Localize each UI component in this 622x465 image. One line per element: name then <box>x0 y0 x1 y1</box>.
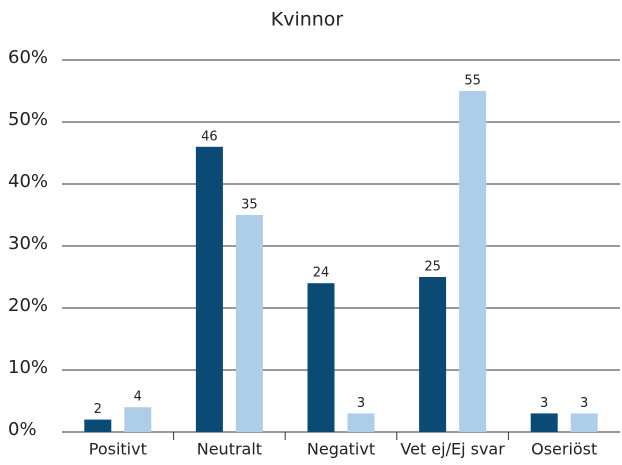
data-label: 35 <box>241 198 258 213</box>
data-label: 2 <box>94 402 102 417</box>
data-label: 3 <box>540 396 548 411</box>
y-tick-label: 50% <box>8 109 48 130</box>
data-label: 25 <box>424 260 441 275</box>
x-tick-label: Oseriöst <box>531 440 597 459</box>
bar <box>570 413 598 432</box>
x-tick-label: Positivt <box>89 440 147 459</box>
data-label: 24 <box>313 266 330 281</box>
bar <box>347 413 375 432</box>
bar <box>124 407 152 432</box>
chart-title: Kvinnor <box>271 9 344 31</box>
bar <box>195 146 223 433</box>
bar <box>307 283 335 432</box>
x-tick-label: Neutralt <box>197 440 262 459</box>
data-label: 3 <box>357 396 365 411</box>
bar <box>84 419 112 432</box>
data-label: 4 <box>134 390 142 405</box>
data-label: 55 <box>464 74 481 89</box>
x-tick-label: Negativt <box>307 440 375 459</box>
y-tick-label: 10% <box>8 357 48 378</box>
bar <box>530 413 558 432</box>
y-tick-label: 40% <box>8 171 48 192</box>
data-label: 3 <box>580 396 588 411</box>
y-tick-label: 30% <box>8 233 48 254</box>
y-tick-label: 20% <box>8 295 48 316</box>
bar <box>419 277 447 432</box>
y-tick-label: 60% <box>8 47 48 68</box>
bar <box>235 215 263 432</box>
data-label: 46 <box>201 129 218 144</box>
bar <box>459 91 487 432</box>
y-tick-label: 0% <box>8 419 37 440</box>
x-tick-label: Vet ej/Ej svar <box>400 440 505 459</box>
